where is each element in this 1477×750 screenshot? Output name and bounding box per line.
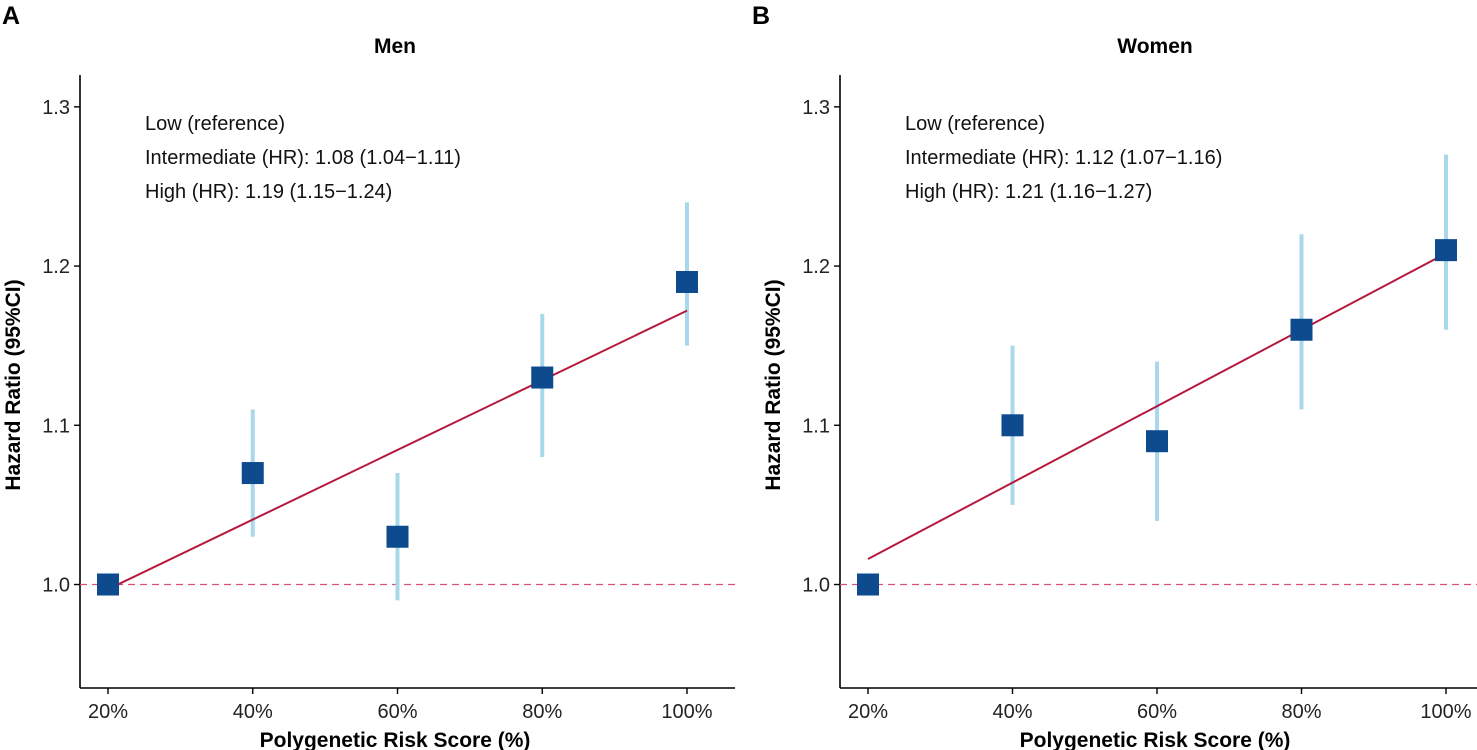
panel-b: B Women 1.0 1.1 1.2 1.3 20% 40% 60% 80% 100% Pol… bbox=[752, 2, 1477, 750]
annotation-high: High (HR): 1.19 (1.15−1.24) bbox=[145, 181, 392, 203]
trend-line bbox=[107, 309, 688, 591]
data-point bbox=[386, 525, 409, 548]
data-point bbox=[241, 462, 264, 485]
annotation-intermediate: Intermediate (HR): 1.12 (1.07−1.16) bbox=[905, 147, 1222, 169]
plot-area: 1.0 1.1 1.2 1.3 20% 40% 60% 80% 100% bbox=[42, 75, 735, 723]
y-tick-label: 1.0 bbox=[802, 575, 830, 597]
chart-title: Men bbox=[374, 35, 416, 58]
data-point bbox=[1001, 414, 1024, 437]
annotation-intermediate: Intermediate (HR): 1.08 (1.04−1.11) bbox=[145, 147, 461, 169]
data-point bbox=[676, 270, 698, 293]
data-point bbox=[857, 573, 879, 596]
data-point bbox=[1290, 318, 1313, 341]
data-point bbox=[531, 366, 554, 389]
data-point bbox=[1146, 430, 1168, 453]
y-axis-label: Hazard Ratio (95%CI) bbox=[762, 279, 785, 490]
x-tick-label: 80% bbox=[1281, 701, 1321, 723]
panel-letter: A bbox=[2, 2, 20, 30]
data-point bbox=[1435, 239, 1457, 262]
panel-letter: B bbox=[752, 2, 770, 30]
y-tick-label: 1.2 bbox=[802, 256, 830, 278]
panel-a: A Men 1.0 1.1 1.2 1.3 20% 40% 60% 80% 100% Polyg… bbox=[2, 2, 735, 750]
x-tick-label: 20% bbox=[848, 701, 888, 723]
chart-title: Women bbox=[1117, 35, 1192, 58]
annotation-high: High (HR): 1.21 (1.16−1.27) bbox=[905, 181, 1152, 203]
y-tick-label: 1.1 bbox=[42, 415, 70, 437]
y-tick-label: 1.3 bbox=[42, 97, 70, 119]
x-axis-label: Polygenetic Risk Score (%) bbox=[1020, 729, 1291, 750]
x-axis-label: Polygenetic Risk Score (%) bbox=[260, 729, 531, 750]
y-tick-label: 1.0 bbox=[42, 575, 70, 597]
x-tick-label: 40% bbox=[233, 701, 273, 723]
y-axis-label: Hazard Ratio (95%CI) bbox=[2, 279, 25, 490]
y-tick-label: 1.1 bbox=[802, 415, 830, 437]
y-tick-label: 1.2 bbox=[42, 256, 70, 278]
annotation-block: Low (reference) Intermediate (HR): 1.12 … bbox=[905, 113, 1222, 203]
x-tick-label: 60% bbox=[1137, 701, 1177, 723]
x-tick-label: 80% bbox=[522, 701, 562, 723]
x-tick-label: 100% bbox=[1420, 701, 1471, 723]
trend-line bbox=[867, 252, 1447, 560]
x-tick-label: 100% bbox=[661, 701, 712, 723]
plot-area: 1.0 1.1 1.2 1.3 20% 40% 60% 80% 100% bbox=[802, 75, 1477, 723]
x-tick-label: 40% bbox=[992, 701, 1032, 723]
data-point bbox=[97, 573, 119, 596]
x-tick-label: 60% bbox=[377, 701, 417, 723]
annotation-low: Low (reference) bbox=[905, 113, 1045, 135]
x-tick-label: 20% bbox=[88, 701, 128, 723]
annotation-low: Low (reference) bbox=[145, 113, 285, 135]
y-tick-label: 1.3 bbox=[802, 97, 830, 119]
annotation-block: Low (reference) Intermediate (HR): 1.08 … bbox=[145, 113, 461, 203]
